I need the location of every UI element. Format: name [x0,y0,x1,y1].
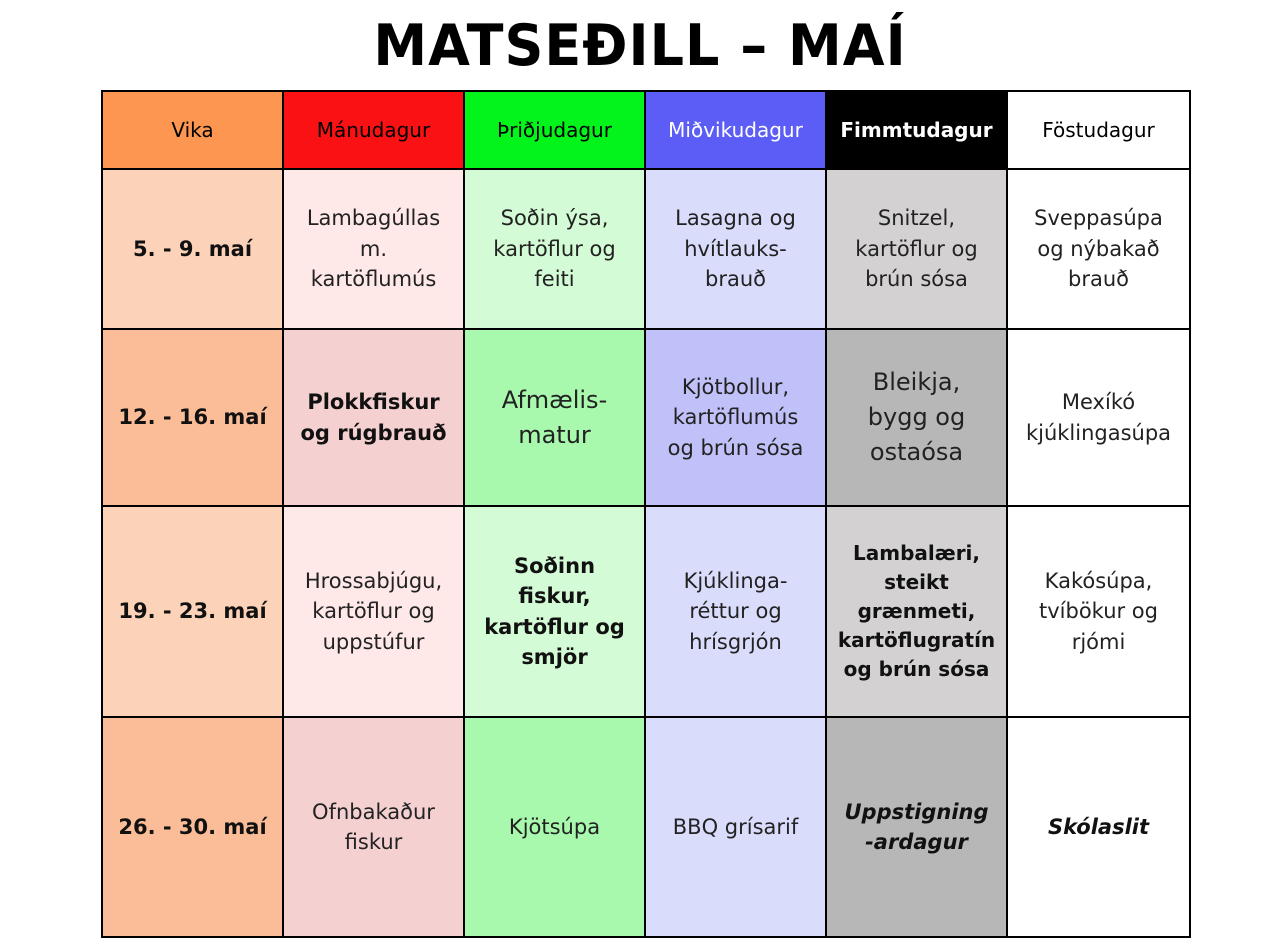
thursday-meal: Uppstigning -ardagur [825,716,1008,938]
tuesday-meal: Kjötsúpa [463,716,646,938]
week-label: 12. - 16. maí [101,328,284,507]
header-tuesday: Þriðjudagur [463,90,646,170]
monday-meal: Ofnbakaður fiskur [282,716,465,938]
friday-meal: Mexíkó kjúklingasúpa [1006,328,1191,507]
week-label: 26. - 30. maí [101,716,284,938]
thursday-meal: Snitzel, kartöflur og brún sósa [825,168,1008,330]
wednesday-meal: Kjúklinga-réttur og hrísgrjón [644,505,827,718]
header-wednesday: Miðvikudagur [644,90,827,170]
friday-meal: Sveppasúpa og nýbakað brauð [1006,168,1191,330]
header-friday: Föstudagur [1006,90,1191,170]
wednesday-meal: Lasagna og hvítlauks-brauð [644,168,827,330]
week-row-4: 26. - 30. maí Ofnbakaður fiskur Kjötsúpa… [101,716,1191,938]
page-title: MATSEÐILL – MAÍ [373,12,907,79]
week-row-1: 5. - 9. maí Lambagúllas m. kartöflumús S… [101,168,1191,330]
week-row-3: 19. - 23. maí Hrossabjúgu, kartöflur og … [101,505,1191,718]
friday-meal: Kakósúpa, tvíbökur og rjómi [1006,505,1191,718]
friday-meal: Skólaslit [1006,716,1191,938]
wednesday-meal: Kjötbollur, kartöflumús og brún sósa [644,328,827,507]
thursday-meal: Lambalæri, steikt grænmeti, kartöflugrat… [825,505,1008,718]
week-row-2: 12. - 16. maí Plokkfiskur og rúgbrauð Af… [101,328,1191,507]
tuesday-meal: Afmælis-matur [463,328,646,507]
week-label: 19. - 23. maí [101,505,284,718]
header-row: Vika Mánudagur Þriðjudagur Miðvikudagur … [101,90,1191,170]
header-thursday: Fimmtudagur [825,90,1008,170]
header-vika: Vika [101,90,284,170]
monday-meal: Hrossabjúgu, kartöflur og uppstúfur [282,505,465,718]
wednesday-meal: BBQ grísarif [644,716,827,938]
menu-table: Vika Mánudagur Þriðjudagur Miðvikudagur … [101,90,1191,938]
tuesday-meal: Soðinn fiskur, kartöflur og smjör [463,505,646,718]
thursday-meal: Bleikja, bygg og ostaósa [825,328,1008,507]
monday-meal: Plokkfiskur og rúgbrauð [282,328,465,507]
monday-meal: Lambagúllas m. kartöflumús [282,168,465,330]
week-label: 5. - 9. maí [101,168,284,330]
tuesday-meal: Soðin ýsa, kartöflur og feiti [463,168,646,330]
header-monday: Mánudagur [282,90,465,170]
